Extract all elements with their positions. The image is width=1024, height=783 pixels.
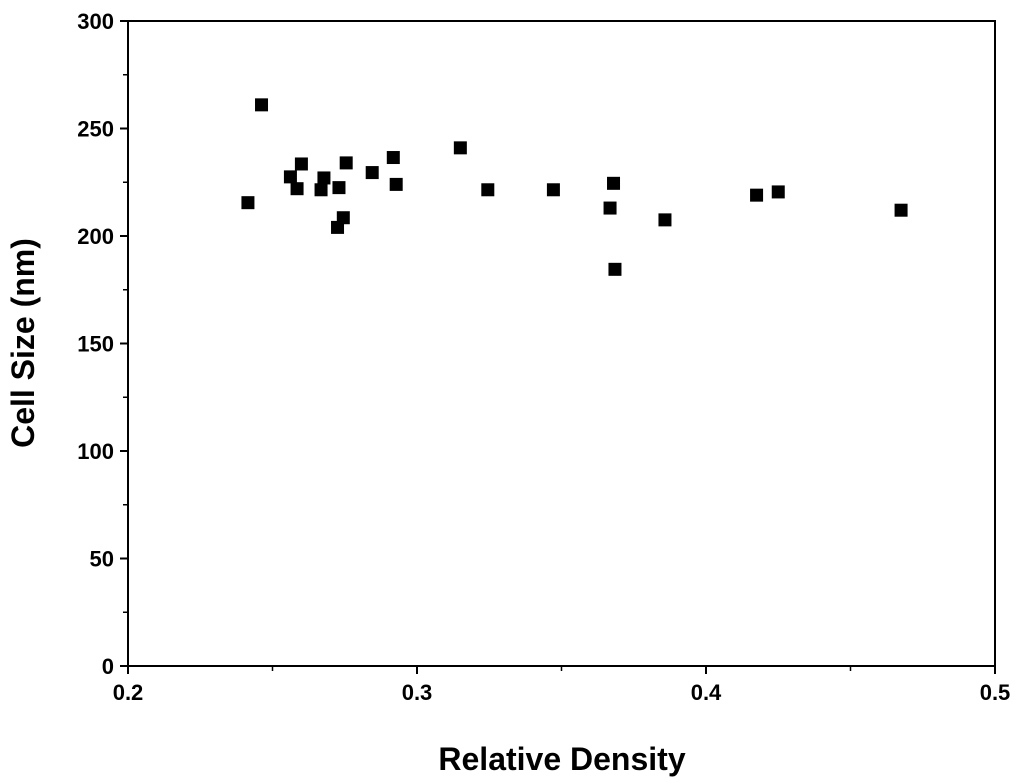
y-tick-label: 300: [77, 9, 114, 34]
x-axis-title: Relative Density: [438, 741, 685, 777]
data-point: [283, 170, 297, 184]
data-point: [750, 188, 764, 202]
data-point: [771, 185, 785, 199]
y-tick-label: 200: [77, 224, 114, 249]
x-axis-tick-labels: 0.2 0.3 0.4 0.5: [113, 680, 1011, 705]
data-point: [294, 157, 308, 171]
y-tick-label: 250: [77, 117, 114, 142]
data-point: [365, 166, 379, 180]
y-tick-label: 100: [77, 439, 114, 464]
y-tick-label: 0: [102, 654, 114, 679]
data-points: [241, 98, 908, 276]
x-tick-label: 0.3: [402, 680, 433, 705]
x-axis-ticks: [127, 666, 996, 674]
y-axis-tick-labels: 0 50 100 150 200 250 300: [77, 9, 114, 679]
data-point: [453, 141, 467, 155]
data-point: [314, 183, 328, 197]
data-point: [317, 171, 331, 185]
x-tick-label: 0.4: [691, 680, 722, 705]
data-point: [481, 183, 495, 197]
data-point: [332, 181, 346, 195]
data-point: [607, 176, 621, 190]
data-point: [658, 213, 672, 227]
data-point: [546, 183, 560, 197]
data-point: [241, 196, 255, 210]
data-point: [386, 151, 400, 165]
data-point: [608, 262, 622, 276]
x-tick-label: 0.5: [980, 680, 1011, 705]
y-tick-label: 50: [90, 547, 114, 572]
data-point: [339, 156, 353, 170]
data-point: [389, 177, 403, 191]
x-tick-label: 0.2: [113, 680, 144, 705]
data-point: [255, 98, 269, 112]
data-point: [894, 203, 908, 217]
plot-area-frame: [127, 20, 996, 667]
data-point: [336, 211, 350, 225]
data-point: [290, 182, 304, 196]
data-point: [603, 201, 617, 215]
y-tick-label: 150: [77, 332, 114, 357]
y-axis-ticks: [120, 20, 128, 667]
y-axis-title: Cell Size (nm): [5, 238, 41, 448]
